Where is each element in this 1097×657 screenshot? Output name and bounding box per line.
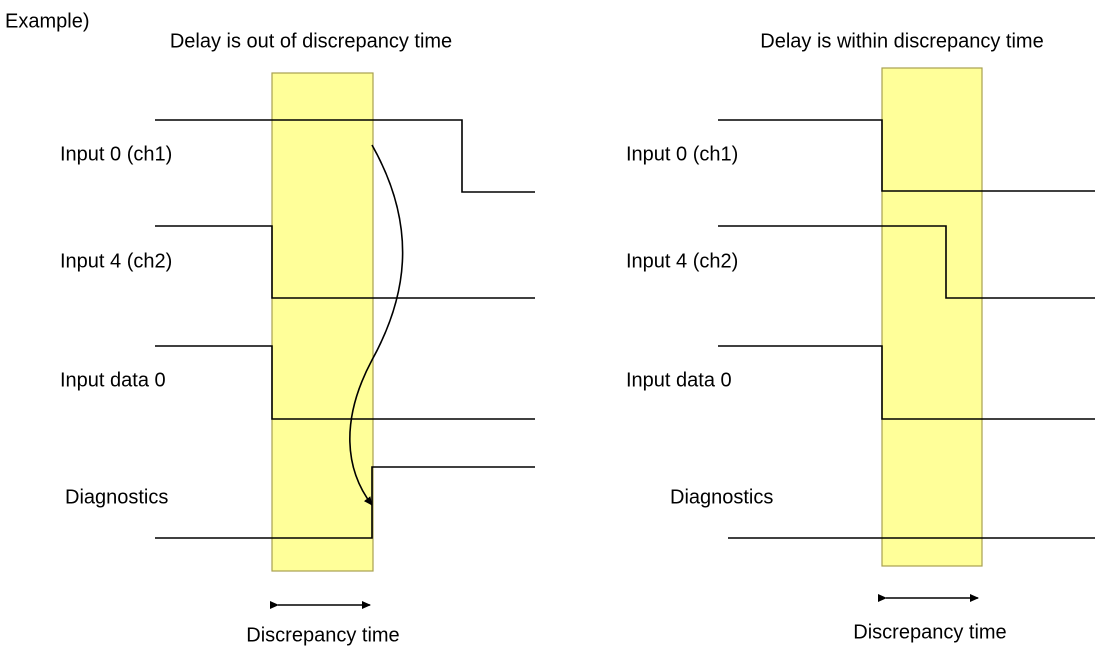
signal-label: Input 4 (ch2)	[60, 250, 172, 272]
signal-waveform	[718, 345, 1095, 420]
signal-label: Input 4 (ch2)	[626, 250, 738, 272]
example-label: Example)	[5, 10, 89, 32]
delay-arrow	[349, 144, 404, 506]
signal-waveform	[155, 225, 535, 299]
signal-waveform	[718, 225, 1095, 299]
signal-label: Diagnostics	[670, 486, 773, 508]
signal-label: Input 0 (ch1)	[60, 143, 172, 165]
signal-waveform	[155, 345, 535, 420]
discrepancy-window	[881, 67, 983, 567]
window-label: Discrepancy time	[246, 624, 399, 646]
signal-label: Input 0 (ch1)	[626, 143, 738, 165]
signal-waveform	[155, 119, 535, 193]
panel-title: Delay is out of discrepancy time	[170, 30, 452, 52]
window-label: Discrepancy time	[853, 621, 1006, 643]
discrepancy-window	[271, 72, 374, 572]
signal-waveform	[718, 119, 1095, 192]
signal-label: Diagnostics	[65, 486, 168, 508]
panel-title: Delay is within discrepancy time	[760, 30, 1043, 52]
signal-label: Input data 0	[626, 369, 732, 391]
signal-label: Input data 0	[60, 369, 166, 391]
